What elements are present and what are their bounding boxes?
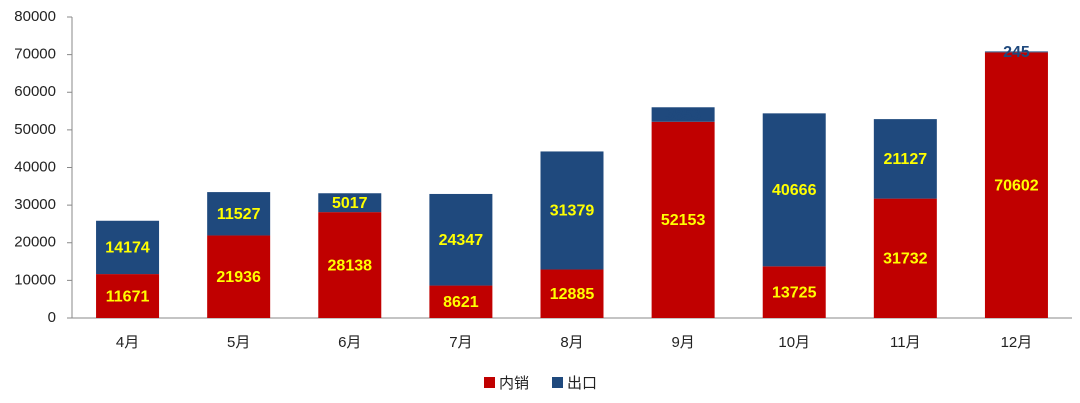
bar-segment [873,198,937,318]
value-label: 28138 [328,257,373,274]
x-tick-label: 7月 [449,334,472,351]
value-label: 5017 [332,195,368,212]
value-label: 11527 [217,206,261,223]
x-tick-label: 12月 [1001,334,1033,351]
value-label: 14174 [105,240,150,257]
bar-segment [984,51,1048,53]
bar-segment [207,192,271,236]
bar-segment [318,193,382,213]
bar-segment [429,285,493,318]
y-tick-label: 10000 [14,271,56,288]
x-tick-label: 8月 [560,334,583,351]
x-tick-label: 4月 [116,334,139,351]
x-tick-label: 10月 [778,334,810,351]
x-tick-label: 11月 [890,334,921,351]
x-tick-label: 5月 [227,334,250,351]
value-label: 24347 [439,232,484,249]
bar-segment [873,119,937,199]
x-tick-label: 6月 [338,334,361,351]
value-label: 13725 [772,284,817,301]
bar-segment [429,193,493,286]
value-label: 245 [1003,44,1030,61]
y-tick-label: 30000 [14,196,56,213]
bar-segment [540,269,604,318]
y-tick-label: 80000 [14,8,56,25]
bar-segment [762,113,826,267]
bar-segment [762,266,826,318]
legend-swatch [484,377,495,388]
value-label: 21936 [216,269,261,286]
bar-segment [651,107,715,122]
legend-swatch [552,377,563,388]
y-tick-label: 70000 [14,46,56,63]
bar-segment [984,52,1048,318]
value-label: 52153 [661,212,706,229]
y-tick-label: 50000 [14,121,56,138]
bar-segment [651,121,715,318]
x-tick-label: 9月 [671,334,694,351]
value-label: 3853 [665,107,701,124]
value-label: 70602 [994,177,1039,194]
bar-segment [96,274,160,318]
value-label: 21127 [884,151,928,168]
value-label: 12885 [550,286,595,303]
bar-segment [540,151,604,270]
y-tick-label: 0 [48,309,56,326]
value-label: 8621 [443,294,479,311]
legend-label: 出口 [567,375,597,392]
bar-segment [318,212,382,318]
bar-segment [207,235,271,318]
y-tick-label: 20000 [14,234,56,251]
legend-label: 内销 [499,375,529,392]
y-tick-label: 40000 [14,158,56,175]
value-label: 40666 [772,182,817,199]
value-label: 11671 [106,288,150,305]
bar-segment [96,220,160,275]
value-label: 31379 [550,203,595,220]
value-label: 31732 [883,251,928,268]
y-tick-label: 60000 [14,83,56,100]
